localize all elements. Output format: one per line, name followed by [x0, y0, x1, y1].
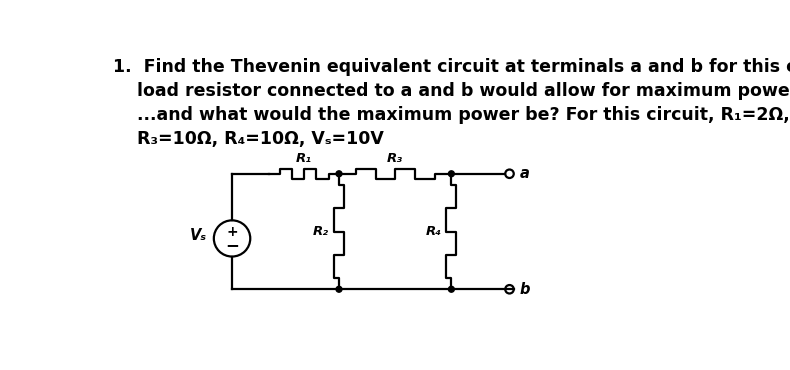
Text: +: +: [226, 225, 238, 239]
Circle shape: [449, 171, 454, 177]
Text: ...and what would the maximum power be? For this circuit, R₁=2Ω, R₂=5Ω,: ...and what would the maximum power be? …: [113, 106, 790, 124]
Text: R₄: R₄: [425, 225, 442, 238]
Text: 1.  Find the Thevenin equivalent circuit at terminals a and b for this circuit. : 1. Find the Thevenin equivalent circuit …: [113, 58, 790, 76]
Text: Vₛ: Vₛ: [190, 228, 207, 243]
Text: R₃: R₃: [387, 152, 403, 165]
Circle shape: [336, 171, 342, 177]
Text: load resistor connected to a and b would allow for maximum power transfer: load resistor connected to a and b would…: [113, 82, 790, 100]
Text: a: a: [520, 166, 530, 181]
Text: R₃=10Ω, R₄=10Ω, Vₛ=10V: R₃=10Ω, R₄=10Ω, Vₛ=10V: [113, 130, 384, 148]
Text: R₁: R₁: [296, 152, 312, 165]
Circle shape: [336, 286, 342, 292]
Text: R₂: R₂: [313, 225, 329, 238]
Text: −: −: [225, 236, 239, 254]
Circle shape: [449, 286, 454, 292]
Text: b: b: [520, 282, 530, 297]
